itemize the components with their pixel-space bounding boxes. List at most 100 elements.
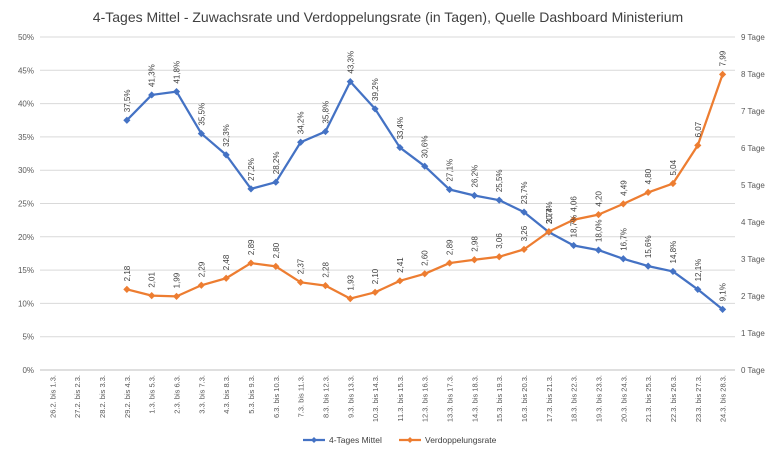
data-point	[470, 191, 478, 200]
data-point	[371, 288, 379, 296]
data-label: 2,18	[123, 265, 132, 281]
right-y-tick-label: 9 Tage	[741, 33, 765, 42]
data-label: 35,5%	[197, 103, 206, 126]
data-label: 39,2%	[371, 78, 380, 101]
x-tick-label: 7.3. bis 11.3.	[297, 375, 306, 417]
right-y-tick-label: 8 Tage	[741, 70, 765, 79]
data-point	[123, 116, 131, 124]
data-label: 4,49	[619, 180, 628, 196]
x-tick-label: 28.2. bis 3.3.	[98, 375, 107, 418]
data-label: 16,7%	[619, 228, 628, 251]
x-tick-label: 22.3. bis 26.3.	[669, 375, 678, 422]
data-label: 2,29	[197, 261, 206, 277]
data-point	[396, 143, 404, 152]
data-point	[123, 285, 131, 293]
data-label: 2,89	[446, 239, 455, 255]
data-point	[297, 278, 305, 286]
data-point	[197, 281, 205, 289]
data-label: 18,7%	[570, 215, 579, 238]
data-label: 41,3%	[148, 64, 157, 87]
data-point	[421, 270, 429, 278]
data-point	[470, 256, 478, 264]
data-point	[272, 178, 280, 186]
data-point	[545, 228, 553, 236]
right-y-axis: 0 Tage 1 Tage 2 Tage 3 Tage 4 Tage 5 Tage 6 Ta…	[741, 33, 765, 375]
data-label: 2,28	[321, 262, 330, 278]
data-point	[172, 88, 181, 96]
data-label: 41,8%	[173, 61, 182, 84]
data-label: 4,80	[644, 168, 653, 184]
x-tick-label: 21.3. bis 25.3.	[644, 375, 653, 422]
data-point	[445, 185, 454, 194]
left-y-tick-label: 0%	[22, 366, 34, 375]
x-tick-label: 4.3. bis 8.3.	[222, 375, 231, 414]
data-label: 1,93	[346, 274, 355, 290]
data-label: 30,6%	[421, 136, 430, 159]
data-label: 25,5%	[495, 169, 504, 192]
data-point	[644, 188, 652, 196]
data-point	[594, 246, 603, 254]
data-point	[694, 285, 702, 294]
chart-title: 4-Tages Mittel - Zuwachsrate und Verdopp…	[93, 9, 683, 25]
data-point	[247, 185, 255, 193]
left-y-tick-label: 35%	[18, 133, 34, 142]
right-y-tick-label: 3 Tage	[741, 255, 765, 264]
data-label: 9,1%	[719, 283, 728, 301]
data-label: 2,41	[396, 257, 405, 273]
right-y-tick-label: 4 Tage	[741, 218, 765, 227]
data-point	[222, 274, 230, 282]
data-label: 35,8%	[321, 101, 330, 124]
x-tick-label: 1.3. bis 5.3.	[148, 375, 157, 414]
series-group	[123, 70, 727, 313]
data-label: 27,1%	[446, 159, 455, 182]
data-point	[421, 162, 429, 170]
legend: 4-Tages Mittel Verdoppelungsrate	[303, 435, 497, 445]
right-y-tick-label: 1 Tage	[741, 329, 765, 338]
data-label: 33,4%	[396, 117, 405, 140]
data-label: 7,99	[719, 50, 728, 66]
x-tick-label: 6.3. bis 10.3.	[272, 375, 281, 418]
data-label: 15,6%	[644, 235, 653, 258]
data-label: 2,98	[470, 236, 479, 252]
data-point	[172, 292, 181, 300]
x-tick-label: 2.3. bis 6.3.	[173, 375, 182, 414]
x-tick-label: 12.3. bis 16.3.	[421, 375, 430, 422]
x-tick-label: 9.3. bis 13.3.	[346, 375, 355, 418]
right-y-tick-label: 6 Tage	[741, 144, 765, 153]
right-y-tick-label: 2 Tage	[741, 292, 765, 301]
x-tick-label: 3.3. bis 7.3.	[197, 375, 206, 414]
x-tick-label: 16.3. bis 20.3.	[520, 375, 529, 422]
data-point	[396, 277, 404, 285]
x-tick-label: 15.3. bis 19.3.	[495, 375, 504, 422]
data-label: 3,26	[520, 225, 529, 241]
data-label: 26,2%	[470, 165, 479, 188]
data-label: 34,2%	[297, 112, 306, 135]
x-tick-label: 10.3. bis 14.3.	[371, 375, 380, 422]
data-point	[321, 127, 330, 136]
data-point	[619, 255, 627, 263]
data-point	[297, 138, 305, 146]
x-tick-label: 13.3. bis 17.3.	[446, 375, 455, 422]
data-label: 20,7%	[545, 201, 554, 224]
data-point	[148, 292, 156, 300]
data-label: 6,07	[694, 121, 703, 137]
legend-marker	[407, 437, 413, 443]
left-y-tick-label: 40%	[18, 100, 34, 109]
data-point	[520, 245, 528, 253]
data-label: 1,99	[173, 272, 182, 288]
data-point	[197, 129, 205, 138]
data-label: 4,20	[594, 190, 603, 206]
x-tick-label: 23.3. bis 27.3.	[694, 375, 703, 422]
data-point	[222, 151, 230, 159]
data-label: 2,10	[371, 268, 380, 284]
x-tick-label: 20.3. bis 24.3.	[619, 375, 628, 422]
gridlines	[40, 36, 735, 371]
data-label: 43,3%	[346, 51, 355, 74]
data-point	[718, 70, 727, 78]
data-point	[520, 208, 528, 216]
left-y-axis: 0% 5% 10% 15% 20% 25% 30% 35% 40% 45% 50%	[18, 33, 34, 375]
x-tick-label: 14.3. bis 18.3.	[470, 375, 479, 422]
left-y-tick-label: 25%	[18, 200, 34, 209]
legend-label: 4-Tages Mittel	[329, 435, 382, 445]
